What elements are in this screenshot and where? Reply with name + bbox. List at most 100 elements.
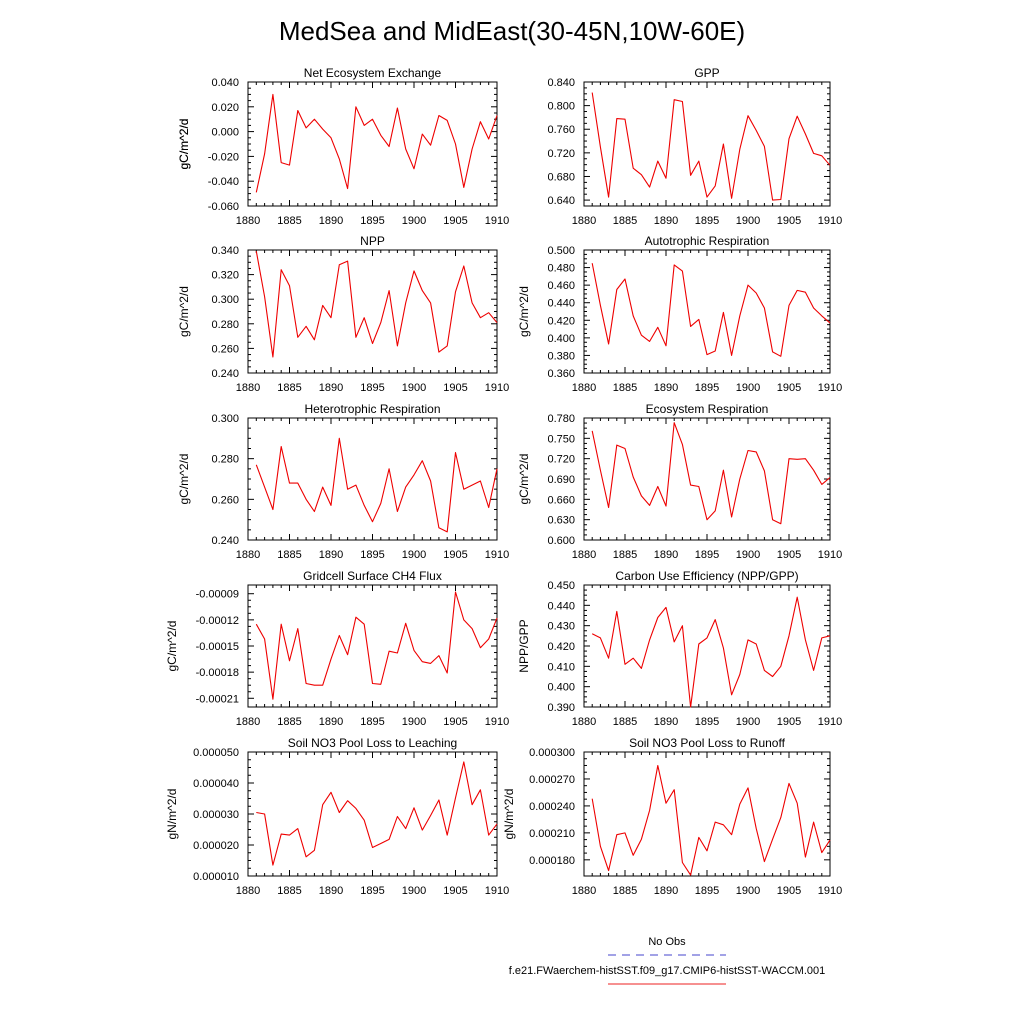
panel-7: Gridcell Surface CH4 Flux gC/m^2/d 1880 188… xyxy=(165,569,509,728)
y-tick-label: 0.000030 xyxy=(193,809,239,821)
y-tick-label: 0.410 xyxy=(547,661,575,673)
x-tick-label: 1890 xyxy=(654,716,678,728)
y-tick-label: 0.750 xyxy=(547,433,575,445)
x-tick-label: 1885 xyxy=(613,215,637,227)
x-tick-label: 1880 xyxy=(572,549,596,561)
panel-frame xyxy=(583,81,831,207)
series-line xyxy=(591,422,831,525)
y-tick-label: 0.340 xyxy=(211,245,239,257)
x-tick-label: 1880 xyxy=(236,885,260,897)
y-tick-label: -0.020 xyxy=(208,151,239,163)
x-tick-label: 1900 xyxy=(736,382,760,394)
y-tick-label: 0.720 xyxy=(547,148,575,160)
x-tick-label: 1890 xyxy=(654,885,678,897)
y-tick-label: 0.390 xyxy=(547,702,575,714)
panel-frame xyxy=(247,751,498,877)
y-axis-label: gC/m^2/d xyxy=(177,119,191,170)
panel-8: Carbon Use Efficiency (NPP/GPP) NPP/GPP 18… xyxy=(517,569,842,728)
y-tick-label: 0.420 xyxy=(547,315,575,327)
x-tick-label: 1900 xyxy=(736,215,760,227)
y-tick-label: 0.400 xyxy=(547,682,575,694)
y-tick-label: 0.440 xyxy=(547,600,575,612)
y-tick-label: 0.000050 xyxy=(193,747,239,759)
x-tick-label: 1900 xyxy=(402,885,426,897)
y-tick-label: 0.400 xyxy=(547,333,575,345)
x-tick-label: 1905 xyxy=(443,215,467,227)
x-tick-label: 1890 xyxy=(319,549,343,561)
panel-title: NPP xyxy=(360,234,385,248)
y-tick-label: 0.380 xyxy=(547,350,575,362)
x-tick-label: 1910 xyxy=(818,382,842,394)
panel-5: Heterotrophic Respiration gC/m^2/d 1880 188… xyxy=(177,402,509,561)
x-tick-label: 1895 xyxy=(695,885,719,897)
x-tick-label: 1895 xyxy=(360,382,384,394)
y-axis-label: gC/m^2/d xyxy=(517,454,531,505)
x-tick-label: 1900 xyxy=(402,549,426,561)
y-tick-label: 0.240 xyxy=(211,368,239,380)
x-tick-label: 1895 xyxy=(695,215,719,227)
x-tick-label: 1885 xyxy=(613,382,637,394)
series-line xyxy=(255,437,498,533)
x-tick-label: 1905 xyxy=(777,382,801,394)
x-tick-label: 1905 xyxy=(777,716,801,728)
x-tick-label: 1905 xyxy=(443,716,467,728)
x-tick-label: 1880 xyxy=(572,885,596,897)
x-tick-label: 1880 xyxy=(572,382,596,394)
y-tick-label: 0.840 xyxy=(547,77,575,89)
series-line xyxy=(591,263,831,357)
x-tick-label: 1910 xyxy=(485,885,509,897)
y-tick-label: 0.280 xyxy=(211,454,239,466)
x-tick-label: 1880 xyxy=(572,716,596,728)
y-tick-label: -0.060 xyxy=(208,201,239,213)
series-line xyxy=(591,92,831,201)
x-tick-label: 1900 xyxy=(402,215,426,227)
x-tick-label: 1890 xyxy=(319,215,343,227)
panel-2: GPP gC/m^2/d 1880 1885 1890 1895 1900 1905 1910 0… xyxy=(177,66,842,227)
y-tick-label: -0.00009 xyxy=(196,589,239,601)
legend-label-model-run: f.e21.FWaerchem-histSST.f09_g17.CMIP6-hi… xyxy=(509,965,825,977)
panel-frame xyxy=(583,417,831,541)
x-tick-label: 1885 xyxy=(277,549,301,561)
y-tick-label: 0.480 xyxy=(547,263,575,275)
series-line xyxy=(255,93,498,193)
x-tick-label: 1910 xyxy=(485,215,509,227)
series-line xyxy=(591,596,831,708)
x-tick-label: 1895 xyxy=(360,215,384,227)
x-tick-label: 1890 xyxy=(654,549,678,561)
x-tick-label: 1885 xyxy=(277,382,301,394)
y-tick-label: 0.000 xyxy=(211,127,239,139)
x-tick-label: 1890 xyxy=(319,382,343,394)
series-line xyxy=(255,591,498,700)
y-tick-label: 0.260 xyxy=(211,343,239,355)
y-axis-label: gN/m^2/d xyxy=(502,789,516,840)
panels: Net Ecosystem Exchange gC/m^2/d 1880 1885 18… xyxy=(165,66,842,897)
y-tick-label: 0.280 xyxy=(211,319,239,331)
x-tick-label: 1900 xyxy=(736,716,760,728)
x-tick-label: 1880 xyxy=(572,215,596,227)
y-tick-label: -0.040 xyxy=(208,176,239,188)
legend: No Obs f.e21.FWaerchem-histSST.f09_g17.C… xyxy=(509,936,825,985)
y-tick-label: 0.000040 xyxy=(193,778,239,790)
panel-frame xyxy=(583,584,831,708)
y-tick-label: 0.600 xyxy=(547,535,575,547)
y-tick-label: 0.040 xyxy=(211,77,239,89)
y-tick-label: -0.00018 xyxy=(196,667,239,679)
panel-title: Carbon Use Efficiency (NPP/GPP) xyxy=(615,569,798,583)
x-tick-label: 1895 xyxy=(695,549,719,561)
x-tick-label: 1905 xyxy=(443,549,467,561)
series-line xyxy=(255,251,498,358)
panel-4: Autotrophic Respiration gC/m^2/d 1880 1885 1… xyxy=(517,234,842,394)
panel-3: NPP gC/m^2/d 1880 1885 1890 1895 1900 1905 1910 0… xyxy=(177,234,509,394)
y-axis-label: gN/m^2/d xyxy=(165,789,179,840)
y-tick-label: 0.420 xyxy=(547,641,575,653)
x-tick-label: 1900 xyxy=(736,549,760,561)
y-tick-label: 0.260 xyxy=(211,494,239,506)
series-line xyxy=(256,761,498,866)
panel-title: Gridcell Surface CH4 Flux xyxy=(303,569,442,583)
x-tick-label: 1910 xyxy=(818,215,842,227)
x-tick-label: 1905 xyxy=(777,215,801,227)
panel-9: Soil NO3 Pool Loss to Leaching gN/m^2/d 18… xyxy=(165,736,509,897)
panel-frame xyxy=(583,751,831,877)
x-tick-label: 1880 xyxy=(236,716,260,728)
